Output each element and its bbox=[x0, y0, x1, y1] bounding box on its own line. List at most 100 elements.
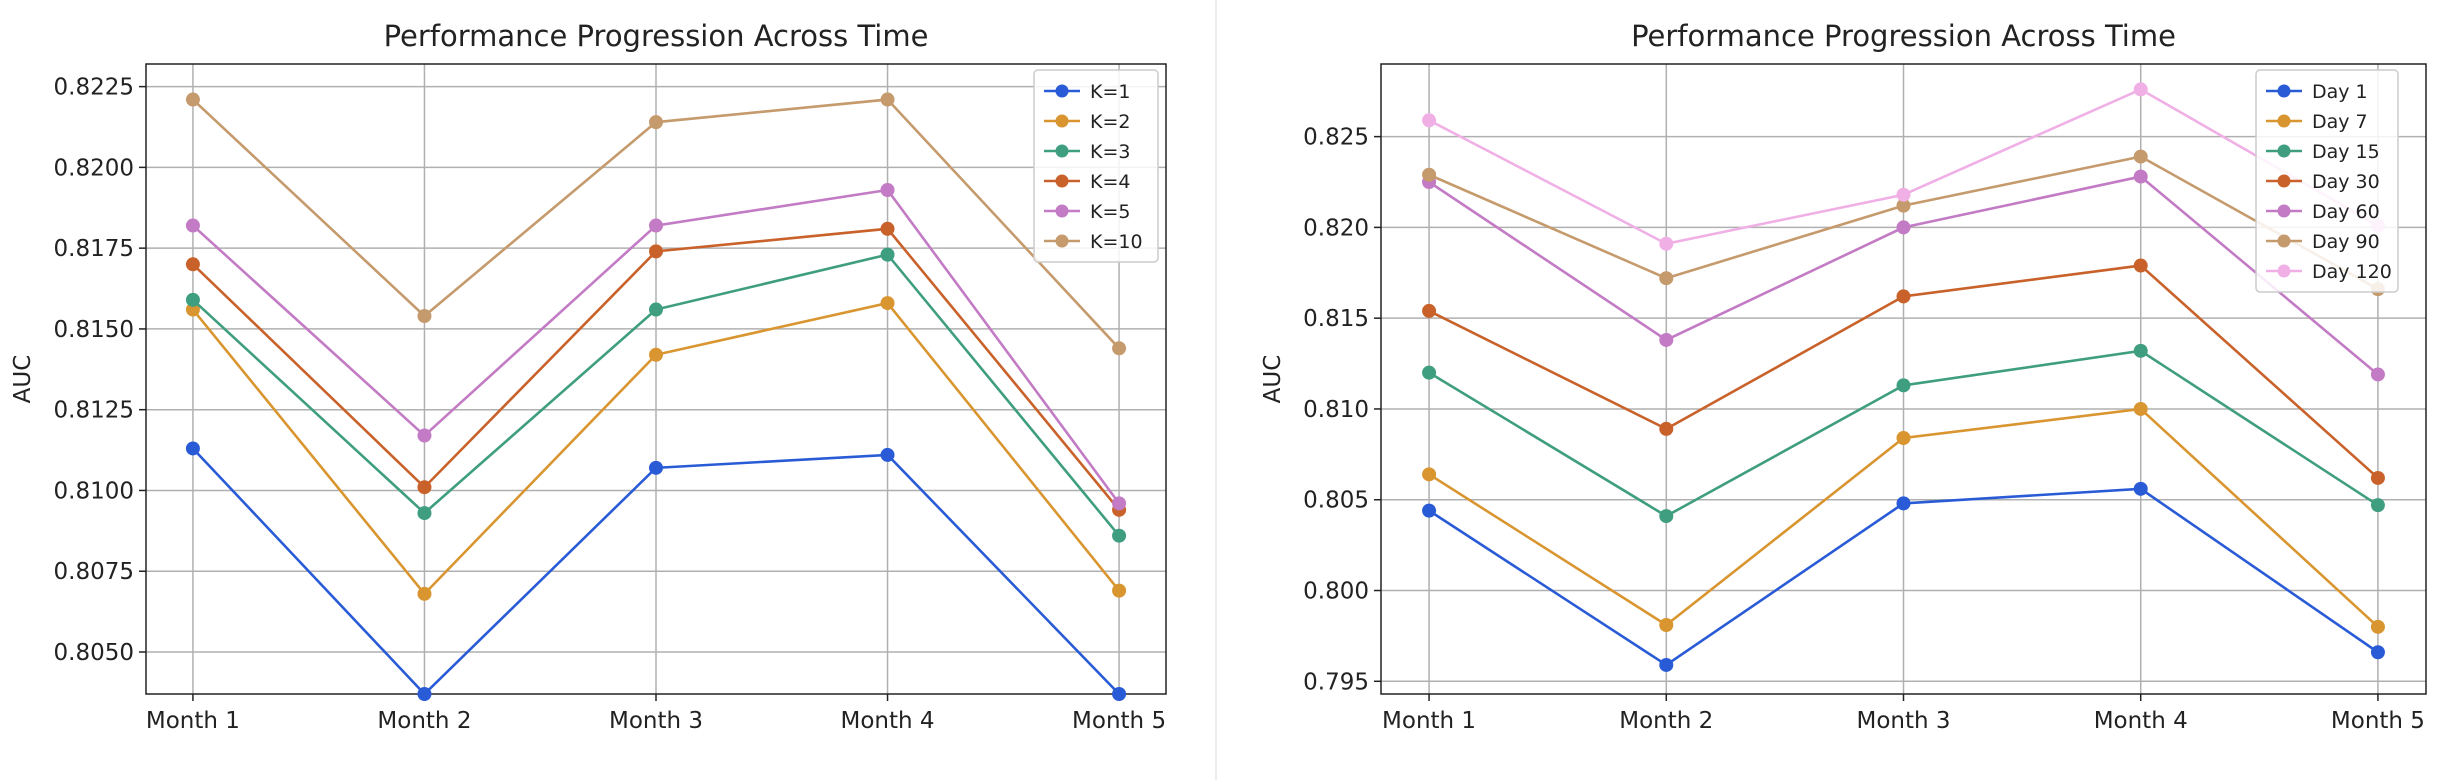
data-point bbox=[649, 115, 663, 130]
legend-swatch-marker bbox=[2277, 204, 2291, 218]
legend-swatch-marker bbox=[1055, 144, 1069, 158]
data-point bbox=[1659, 271, 1674, 286]
data-point bbox=[880, 183, 895, 197]
data-point bbox=[649, 244, 663, 259]
data-point bbox=[880, 447, 895, 462]
y-tick-label: 0.8125 bbox=[54, 398, 134, 424]
legend-swatch-marker bbox=[2277, 264, 2291, 278]
data-point bbox=[185, 441, 200, 456]
chart-title: Performance Progression Across Time bbox=[384, 19, 929, 53]
data-point bbox=[1422, 167, 1437, 182]
data-point bbox=[1896, 187, 1911, 202]
data-point bbox=[2133, 343, 2148, 358]
data-point bbox=[417, 428, 432, 443]
data-point bbox=[2133, 149, 2148, 164]
y-tick-label: 0.805 bbox=[1303, 488, 1369, 514]
data-point bbox=[649, 218, 663, 233]
x-tick-label: Month 4 bbox=[841, 708, 935, 734]
data-point bbox=[1896, 289, 1911, 304]
data-point bbox=[185, 257, 200, 272]
legend-entry-label: Day 30 bbox=[2312, 171, 2380, 193]
y-tick-label: 0.820 bbox=[1303, 215, 1369, 241]
data-point bbox=[880, 296, 895, 311]
legend-entry-label: K=1 bbox=[1090, 81, 1130, 103]
legend bbox=[2255, 69, 2399, 293]
y-tick-label: 0.8200 bbox=[54, 155, 134, 181]
x-tick-label: Month 3 bbox=[1856, 708, 1950, 734]
data-point bbox=[185, 218, 200, 233]
data-point bbox=[1112, 528, 1127, 543]
y-tick-label: 0.810 bbox=[1303, 397, 1369, 423]
data-point bbox=[2370, 645, 2385, 660]
legend-swatch-marker bbox=[2277, 84, 2291, 98]
legend-entry-label: Day 60 bbox=[2312, 201, 2380, 223]
y-tick-label: 0.8100 bbox=[54, 478, 134, 504]
data-point bbox=[1422, 303, 1437, 318]
data-point bbox=[649, 347, 663, 362]
data-point bbox=[1659, 332, 1674, 347]
legend-entry-label: K=2 bbox=[1090, 111, 1130, 133]
chart-left: 0.8050 0.8075 0.8100 0.8125 0.8150 0.8175 0.82… bbox=[10, 19, 1167, 734]
data-point bbox=[2370, 498, 2385, 513]
data-point bbox=[1422, 503, 1437, 518]
y-tick-label: 0.800 bbox=[1303, 579, 1369, 605]
data-point bbox=[1422, 467, 1437, 482]
data-point bbox=[2133, 169, 2148, 184]
data-point bbox=[2370, 470, 2385, 485]
legend-entry-label: Day 120 bbox=[2312, 261, 2392, 283]
data-point bbox=[1659, 509, 1674, 524]
legend-swatch-marker bbox=[1055, 234, 1069, 248]
legend-swatch-marker bbox=[1055, 84, 1069, 98]
x-tick-label: Month 4 bbox=[2094, 708, 2188, 734]
x-tick-label: Month 5 bbox=[1072, 708, 1166, 734]
data-point bbox=[1422, 365, 1437, 380]
data-point bbox=[417, 506, 432, 521]
x-tick-label: Month 5 bbox=[2331, 708, 2425, 734]
y-tick-label: 0.815 bbox=[1303, 306, 1369, 332]
x-tick-label: Month 1 bbox=[146, 708, 240, 734]
legend-entry-label: Day 90 bbox=[2312, 231, 2380, 253]
data-point bbox=[417, 687, 432, 701]
data-point bbox=[1112, 496, 1127, 511]
legend-entry-label: Day 15 bbox=[2312, 141, 2380, 163]
data-point bbox=[185, 292, 200, 307]
data-point bbox=[649, 302, 663, 317]
data-point bbox=[2133, 258, 2148, 273]
data-point bbox=[2133, 401, 2148, 416]
data-point bbox=[1112, 341, 1127, 356]
y-tick-label: 0.825 bbox=[1303, 125, 1369, 151]
data-point bbox=[417, 586, 432, 601]
y-tick-label: 0.795 bbox=[1303, 669, 1369, 695]
legend-swatch-marker bbox=[1055, 204, 1069, 218]
legend-swatch-marker bbox=[2277, 234, 2291, 248]
data-point bbox=[649, 460, 663, 475]
data-point bbox=[880, 221, 895, 236]
data-point bbox=[2370, 367, 2385, 382]
chart-title: Performance Progression Across Time bbox=[1631, 19, 2176, 53]
legend-swatch-marker bbox=[1055, 174, 1069, 188]
legend-swatch-marker bbox=[2277, 114, 2291, 128]
legend-swatch-marker bbox=[1055, 114, 1069, 128]
legend-entry-label: K=5 bbox=[1090, 201, 1130, 223]
legend-entry-label: Day 7 bbox=[2312, 111, 2368, 133]
y-tick-label: 0.8050 bbox=[54, 640, 134, 666]
data-point bbox=[1659, 236, 1674, 251]
y-tick-label: 0.8150 bbox=[54, 317, 134, 343]
chart-right: 0.795 0.800 0.805 0.810 0.815 0.820 0.825 Month… bbox=[1260, 19, 2427, 734]
legend-entry-label: K=10 bbox=[1090, 231, 1143, 253]
data-point bbox=[1896, 496, 1911, 511]
data-point bbox=[880, 92, 895, 107]
data-point bbox=[1896, 198, 1911, 213]
data-point bbox=[1896, 431, 1911, 446]
legend-swatch-marker bbox=[2277, 144, 2291, 158]
data-point bbox=[2133, 82, 2148, 97]
data-point bbox=[1659, 657, 1674, 672]
data-point bbox=[1112, 687, 1127, 701]
x-tick-label: Month 1 bbox=[1382, 708, 1476, 734]
data-point bbox=[1659, 618, 1674, 633]
data-point bbox=[185, 302, 200, 317]
data-point bbox=[2370, 619, 2385, 634]
legend-entry-label: Day 1 bbox=[2312, 81, 2368, 103]
legend-entry-label: K=4 bbox=[1090, 171, 1130, 193]
